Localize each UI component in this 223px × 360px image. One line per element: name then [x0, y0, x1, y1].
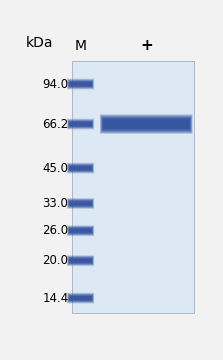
FancyBboxPatch shape	[68, 80, 93, 88]
FancyBboxPatch shape	[100, 114, 193, 134]
FancyBboxPatch shape	[69, 202, 92, 206]
FancyBboxPatch shape	[103, 119, 190, 130]
Text: 66.2: 66.2	[42, 118, 68, 131]
FancyBboxPatch shape	[68, 163, 94, 173]
FancyBboxPatch shape	[69, 228, 93, 234]
FancyBboxPatch shape	[68, 293, 94, 303]
FancyBboxPatch shape	[67, 163, 94, 174]
FancyBboxPatch shape	[68, 80, 94, 89]
Text: 26.0: 26.0	[42, 224, 68, 237]
FancyBboxPatch shape	[68, 227, 93, 234]
Text: 45.0: 45.0	[43, 162, 68, 175]
FancyBboxPatch shape	[69, 82, 92, 86]
FancyBboxPatch shape	[68, 120, 94, 129]
Text: M: M	[74, 39, 87, 53]
FancyBboxPatch shape	[69, 166, 92, 170]
FancyBboxPatch shape	[68, 120, 93, 128]
FancyBboxPatch shape	[68, 256, 94, 265]
Text: 94.0: 94.0	[42, 77, 68, 91]
FancyBboxPatch shape	[67, 225, 94, 236]
FancyBboxPatch shape	[69, 165, 93, 171]
Text: kDa: kDa	[26, 36, 54, 50]
FancyBboxPatch shape	[67, 198, 94, 209]
Text: +: +	[141, 38, 153, 53]
FancyBboxPatch shape	[69, 229, 92, 233]
FancyBboxPatch shape	[68, 165, 93, 172]
FancyBboxPatch shape	[101, 116, 191, 132]
FancyBboxPatch shape	[67, 78, 94, 89]
FancyBboxPatch shape	[69, 201, 93, 206]
FancyBboxPatch shape	[103, 120, 189, 129]
Text: 14.4: 14.4	[42, 292, 68, 305]
FancyBboxPatch shape	[69, 122, 92, 126]
FancyBboxPatch shape	[68, 257, 93, 264]
FancyBboxPatch shape	[69, 258, 93, 264]
FancyBboxPatch shape	[67, 119, 94, 130]
FancyBboxPatch shape	[69, 295, 93, 301]
FancyBboxPatch shape	[69, 296, 92, 300]
Bar	[72, 61, 194, 314]
FancyBboxPatch shape	[68, 294, 93, 302]
FancyBboxPatch shape	[69, 81, 93, 87]
FancyBboxPatch shape	[68, 199, 94, 208]
Text: 20.0: 20.0	[43, 254, 68, 267]
FancyBboxPatch shape	[69, 121, 93, 127]
FancyBboxPatch shape	[68, 226, 94, 235]
FancyBboxPatch shape	[102, 118, 190, 131]
FancyBboxPatch shape	[68, 200, 93, 207]
Text: 33.0: 33.0	[43, 197, 68, 210]
FancyBboxPatch shape	[67, 293, 94, 303]
FancyBboxPatch shape	[101, 115, 192, 133]
FancyBboxPatch shape	[67, 255, 94, 266]
FancyBboxPatch shape	[69, 258, 92, 263]
